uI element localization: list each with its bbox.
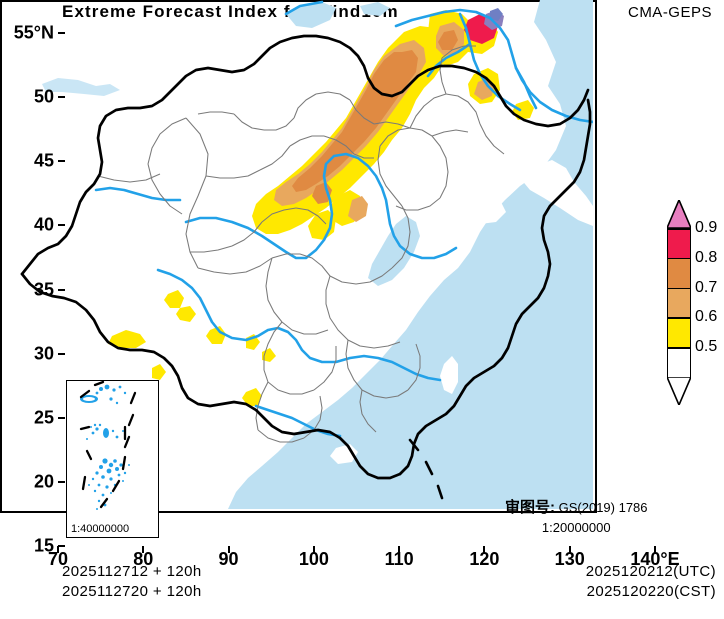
colorbar-divider [667, 347, 691, 349]
colorbar-divider [667, 228, 691, 230]
colorbar-cap-bottom [667, 377, 691, 405]
colorbar-divider [667, 317, 691, 319]
x-tick-mark [228, 546, 230, 553]
colorbar-band-0.7-0.8 [667, 258, 691, 288]
init-time-utc: 2025112712 + 120h [62, 563, 202, 580]
y-tick-mark [58, 32, 65, 34]
colorbar-tick-label: 0.9 [695, 219, 717, 237]
x-tick-mark [398, 546, 400, 553]
y-tick-label: 40 [34, 215, 54, 236]
valid-time-utc: 2025120212(UTC) [586, 563, 716, 580]
colorbar-tick-label: 0.7 [695, 279, 717, 297]
inset-islands [80, 385, 130, 510]
y-tick-mark [58, 353, 65, 355]
x-tick-mark [654, 546, 656, 553]
colorbar-tick-label: 0.6 [695, 308, 717, 326]
y-tick-label: 35 [34, 279, 54, 300]
y-tick-mark [58, 481, 65, 483]
y-tick-mark [58, 224, 65, 226]
y-tick-label: 25 [34, 407, 54, 428]
approval-prefix: 审图号: [505, 499, 555, 516]
colorbar-divider [667, 288, 691, 290]
map-approval-box: 审图号: GS(2019) 1786 1:20000000 [505, 497, 648, 538]
y-tick-label: 20 [34, 471, 54, 492]
y-tick-label: 30 [34, 343, 54, 364]
x-tick-mark [142, 546, 144, 553]
y-tick-mark [58, 160, 65, 162]
approval-scale: 1:20000000 [505, 519, 648, 538]
colorbar-tick-label: 0.5 [695, 338, 717, 356]
inset-scale-label: 1:40000000 [71, 523, 129, 535]
colorbar-band-0.6-0.7 [667, 288, 691, 318]
y-tick-label: 55°N [14, 23, 54, 44]
efi-colorbar: 0.90.80.70.60.5 [667, 200, 691, 405]
y-tick-mark [58, 96, 65, 98]
colorbar-cap-top-outline [667, 200, 691, 228]
y-tick-mark [58, 289, 65, 291]
init-time-cst: 2025112720 + 120h [62, 583, 202, 600]
colorbar-tick-label: 0.8 [695, 249, 717, 267]
x-tick-mark [57, 546, 59, 553]
y-axis: 55°N5045403530252015 [0, 0, 54, 619]
valid-time-cst: 2025120220(CST) [587, 583, 716, 600]
colorbar-band-0.8-0.9 [667, 228, 691, 258]
x-tick-mark [569, 546, 571, 553]
y-tick-label: 50 [34, 87, 54, 108]
x-tick-mark [483, 546, 485, 553]
colorbar-band-0.5-0.6 [667, 317, 691, 347]
colorbar-band-below-0.5 [667, 347, 691, 377]
approval-number: GS(2019) 1786 [559, 500, 648, 515]
y-tick-mark [58, 545, 65, 547]
south-china-sea-inset: 1:40000000 [66, 380, 159, 538]
inset-map-svg [67, 381, 157, 536]
y-tick-label: 45 [34, 151, 54, 172]
y-tick-mark [58, 417, 65, 419]
model-source-label: CMA-GEPS [628, 4, 712, 21]
x-tick-mark [313, 546, 315, 553]
colorbar-divider [667, 258, 691, 260]
